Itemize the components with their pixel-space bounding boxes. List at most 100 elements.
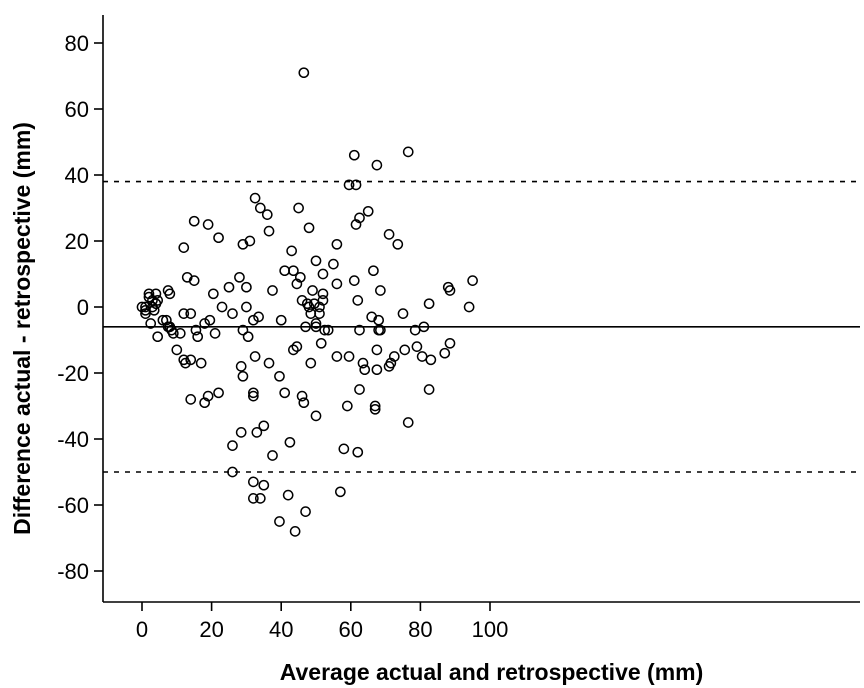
x-tick-label: 60 — [339, 617, 363, 642]
data-point — [288, 265, 299, 277]
x-tick-label: 40 — [269, 617, 293, 642]
x-axis-title: Average actual and retrospective (mm) — [280, 659, 704, 685]
data-point — [418, 321, 430, 333]
data-point — [375, 324, 386, 336]
data-point — [227, 308, 238, 319]
data-point — [157, 314, 169, 326]
data-point — [279, 265, 291, 277]
data-point — [305, 357, 317, 369]
data-point — [402, 146, 414, 158]
data-point — [371, 159, 383, 171]
data-point — [335, 486, 346, 498]
data-point — [296, 295, 308, 306]
data-point — [207, 288, 219, 300]
data-point — [354, 384, 365, 395]
data-point — [328, 258, 339, 270]
y-axis-title: Difference actual - retrospective (mm) — [9, 122, 35, 535]
data-point — [467, 275, 478, 286]
data-point — [192, 331, 204, 343]
y-tick-label: -40 — [57, 427, 89, 452]
data-point — [331, 351, 343, 362]
data-point — [190, 324, 202, 336]
data-point — [369, 403, 381, 415]
data-point — [371, 364, 383, 376]
data-point — [305, 308, 317, 319]
data-point — [145, 318, 157, 329]
data-point — [354, 324, 365, 336]
data-point — [202, 390, 214, 402]
data-point — [248, 476, 259, 488]
data-point — [254, 493, 266, 504]
data-point — [399, 344, 411, 356]
data-point — [261, 209, 273, 220]
data-point — [248, 314, 259, 326]
data-point — [310, 255, 322, 267]
data-point — [274, 516, 285, 527]
data-point — [411, 341, 423, 352]
data-point — [291, 278, 303, 290]
x-tick-label: 100 — [472, 617, 509, 642]
data-point — [350, 219, 362, 230]
data-point — [331, 238, 343, 250]
data-point — [366, 311, 378, 323]
y-tick-label: 80 — [65, 31, 89, 56]
data-point — [310, 318, 322, 329]
data-point — [343, 351, 355, 362]
data-point — [375, 285, 386, 296]
data-point — [258, 479, 270, 491]
y-tick-label: -20 — [57, 361, 89, 386]
data-point — [213, 387, 224, 399]
data-point — [296, 390, 308, 402]
data-point — [178, 308, 190, 319]
data-point — [293, 202, 304, 214]
data-point — [319, 324, 331, 336]
data-point — [425, 354, 437, 366]
data-point — [202, 219, 214, 230]
data-point — [167, 328, 179, 339]
data-point — [267, 285, 278, 296]
data-point — [213, 232, 224, 244]
data-point — [385, 357, 397, 369]
data-point — [397, 308, 409, 319]
y-tick-label: 60 — [65, 97, 89, 122]
data-point — [307, 285, 318, 296]
data-point — [181, 271, 193, 283]
data-point — [204, 314, 216, 326]
data-point — [258, 420, 270, 432]
data-point — [185, 354, 197, 366]
data-point — [350, 179, 362, 191]
data-point — [242, 331, 254, 343]
data-point — [164, 288, 176, 300]
data-point — [209, 328, 221, 339]
data-point — [289, 526, 301, 537]
data-point — [402, 417, 414, 428]
data-point — [444, 337, 456, 349]
data-point — [199, 397, 210, 409]
data-point — [223, 281, 235, 293]
data-point — [338, 443, 350, 455]
data-point — [388, 351, 400, 362]
data-point — [369, 400, 381, 412]
data-point — [298, 397, 310, 409]
data-point — [303, 222, 315, 234]
data-point — [161, 314, 172, 326]
data-point — [416, 351, 428, 362]
data-point — [371, 344, 383, 356]
data-point — [315, 337, 327, 349]
data-point — [317, 288, 329, 300]
data-point — [267, 450, 278, 461]
data-point — [188, 275, 200, 286]
data-point — [348, 275, 360, 286]
data-point — [463, 301, 475, 313]
data-point — [317, 295, 329, 306]
data-point — [136, 301, 148, 313]
data-point — [241, 301, 252, 313]
data-point — [300, 321, 311, 333]
y-tick-label: -80 — [57, 559, 89, 584]
data-point — [180, 357, 191, 369]
data-point — [254, 202, 266, 214]
y-tick-label: 40 — [65, 163, 89, 188]
data-point — [275, 314, 287, 326]
data-point — [185, 394, 197, 405]
